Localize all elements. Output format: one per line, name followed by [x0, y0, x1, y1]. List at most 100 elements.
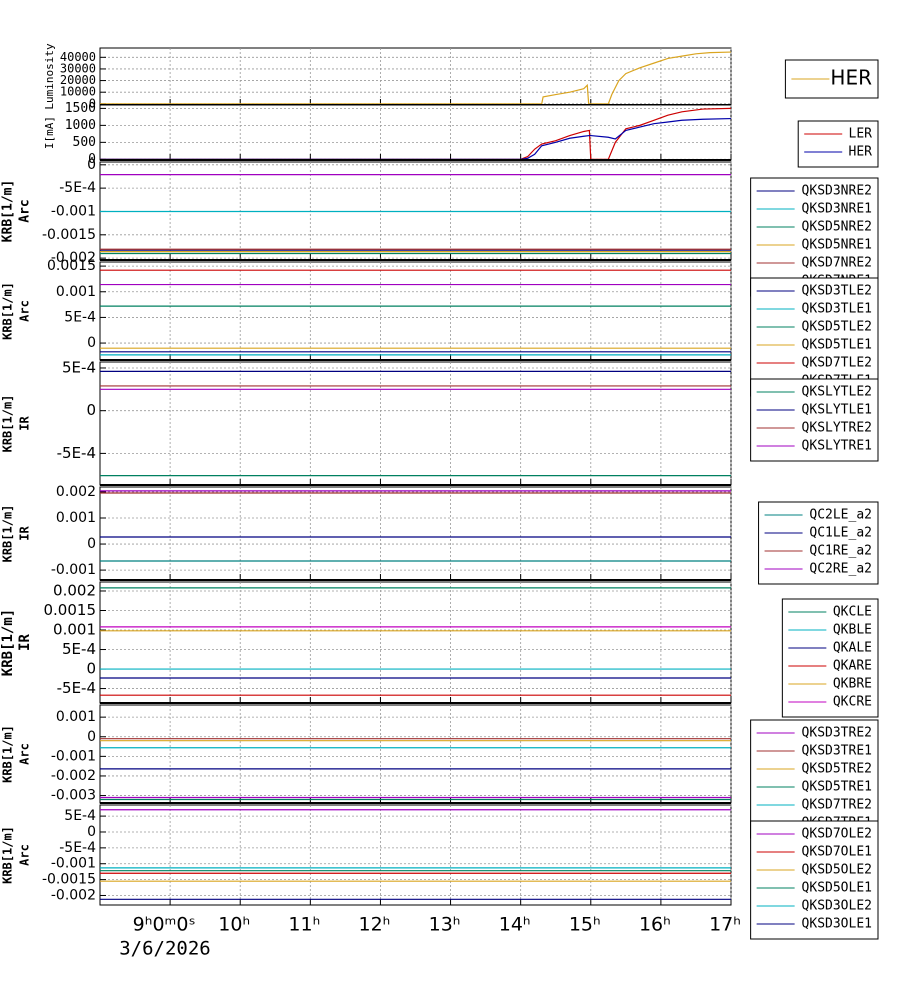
- y-tick-label: -0.002: [51, 768, 96, 784]
- legend: QKSLYTLE2 QKSLYTLE1 QKSLYTRE2 QKSLYTRE1: [750, 378, 879, 462]
- legend-label: QKSD7TRE2: [802, 798, 872, 813]
- legend: QC2LE_a2 QC1LE_a2 QC1RE_a2 QC2RE_a2: [758, 501, 879, 585]
- legend-label: QKSD3TLE1: [802, 302, 872, 317]
- panel: 0 -5E-4 -0.001 -0.0015 -0.002 KRB[1/m] Arc: [1, 157, 732, 266]
- y-tick-label: -0.001: [51, 562, 96, 578]
- y-axis-label: IR: [18, 416, 32, 431]
- y-tick-label: 0: [88, 152, 96, 167]
- y-axis-label: Luminosity: [43, 43, 56, 110]
- panel: 0.002 0.001 0 -0.001 KRB[1/m] IR: [1, 484, 732, 581]
- y-tick-label: -0.0015: [42, 872, 96, 888]
- legend-label: QC1LE_a2: [809, 526, 872, 541]
- y-axis-label: KRB[1/m]: [0, 609, 16, 676]
- y-axis-label: Arc: [18, 743, 32, 765]
- legend-label: QKSD5OLE2: [802, 863, 872, 878]
- x-tick-label: 11ʰ: [288, 914, 320, 936]
- y-tick-label: -5E-4: [57, 444, 96, 462]
- plot-frame: [99, 581, 732, 704]
- x-tick-label: 13ʰ: [429, 914, 461, 936]
- y-tick-label: 0: [86, 401, 96, 419]
- x-tick-label: 10ʰ: [218, 914, 250, 936]
- y-tick-label: -0.002: [51, 250, 96, 266]
- legend-label: QKSD5TLE1: [802, 338, 872, 353]
- y-tick-label: 0: [87, 729, 96, 745]
- y-tick-label: 0: [89, 96, 96, 110]
- legend: QKCLE QKBLE QKALE QKARE QKBRE QKCRE: [781, 598, 879, 718]
- legend-label: QKBLE: [833, 623, 872, 638]
- y-tick-label: 0.0015: [47, 258, 96, 274]
- legend-label: QKALE: [833, 641, 872, 656]
- y-tick-label: 0.001: [53, 621, 96, 639]
- legend-label: QKSD3TLE2: [802, 284, 872, 299]
- plot-frame: [99, 804, 732, 906]
- legend: QKSD3TLE2 QKSD3TLE1 QKSD5TLE2 QKSD5TLE1 QKSD…: [750, 277, 879, 397]
- y-tick-label: 0.001: [56, 284, 96, 300]
- legend-label: QKSD7OLE1: [802, 845, 872, 860]
- y-tick-label: 0.001: [56, 709, 96, 725]
- y-tick-label: -0.003: [51, 788, 96, 804]
- y-tick-label: 0.001: [56, 510, 96, 526]
- y-axis-label: IR: [17, 634, 33, 651]
- x-tick-label: 9ʰ0ᵐ0ˢ: [133, 914, 196, 936]
- panel: 0.001 0 -0.001 -0.002 -0.003 KRB[1/m] Arc: [1, 704, 732, 804]
- y-tick-label: 0: [87, 824, 96, 840]
- plot-frame: [99, 704, 732, 804]
- plot-frame: [99, 361, 732, 486]
- series-line: [100, 51, 732, 105]
- y-tick-label: -0.0015: [42, 227, 96, 243]
- legend-label: QKSD5TRE1: [802, 780, 872, 795]
- legend-label: QKBRE: [833, 677, 872, 692]
- legend-label: QKARE: [833, 659, 872, 674]
- legend-label: QKSLYTRE1: [802, 439, 872, 454]
- plot-frame: [99, 486, 732, 581]
- legend-label: QKSD7TLE2: [802, 356, 872, 371]
- y-axis-label: IR: [18, 526, 32, 541]
- y-tick-label: -0.002: [51, 887, 96, 903]
- legend-label: QKSD3NRE1: [802, 202, 872, 217]
- plot-frame: [99, 47, 732, 106]
- legend-box: [750, 378, 879, 462]
- y-axis-label: KRB[1/m]: [1, 826, 15, 884]
- legend-box: [781, 598, 879, 718]
- y-axis-label: KRB[1/m]: [1, 282, 15, 340]
- y-axis-label: KRB[1/m]: [1, 725, 15, 783]
- legend: QKSD3NRE2 QKSD3NRE1 QKSD5NRE2 QKSD5NRE1 QKSD…: [750, 177, 879, 297]
- legend: QKSD3TRE2 QKSD3TRE1 QKSD5TRE2 QKSD5TRE1 QKSD…: [750, 719, 879, 839]
- legend-label: QKSD5TRE2: [802, 762, 872, 777]
- y-axis-label: I[mA]: [43, 116, 56, 149]
- legend-label: QKSD7NRE2: [802, 256, 872, 271]
- legend-box: [750, 820, 879, 940]
- legend-label: QKSD5OLE1: [802, 881, 872, 896]
- y-tick-label: 5E-4: [64, 309, 96, 325]
- x-tick-label: 12ʰ: [359, 914, 391, 936]
- legend-label: QKSD5TLE2: [802, 320, 872, 335]
- y-tick-label: 0.002: [53, 581, 96, 599]
- x-tick-label: 15ʰ: [569, 914, 601, 936]
- legend: LER HER: [797, 120, 879, 168]
- plot-frame: [99, 104, 732, 161]
- legend-label: LER: [849, 127, 873, 142]
- y-tick-label: 0: [86, 660, 96, 678]
- legend-label: QC2RE_a2: [809, 562, 872, 577]
- x-tick-label: 17ʰ: [709, 914, 741, 936]
- y-tick-label: 500: [73, 135, 96, 150]
- y-tick-label: -5E-4: [57, 679, 96, 697]
- y-tick-label: 20000: [60, 73, 96, 87]
- y-tick-label: 0: [87, 157, 96, 173]
- legend-box: [750, 277, 879, 397]
- x-axis-date: 3/6/2026: [119, 938, 211, 960]
- legend: QKSD7OLE2 QKSD7OLE1 QKSD5OLE2 QKSD5OLE1 QKSD…: [750, 820, 879, 940]
- y-tick-label: 40000: [60, 50, 96, 64]
- y-tick-label: 0: [87, 536, 96, 552]
- legend-box: [797, 120, 879, 168]
- legend-label: QKSLYTLE1: [802, 403, 872, 418]
- legend-label: QC2LE_a2: [809, 508, 872, 523]
- legend-label: HER: [849, 145, 873, 160]
- y-tick-label: 10000: [60, 85, 96, 99]
- y-axis-label: KRB[1/m]: [1, 505, 15, 563]
- legend-label: QKSD5NRE1: [802, 238, 872, 253]
- y-tick-label: 0.002: [56, 484, 96, 500]
